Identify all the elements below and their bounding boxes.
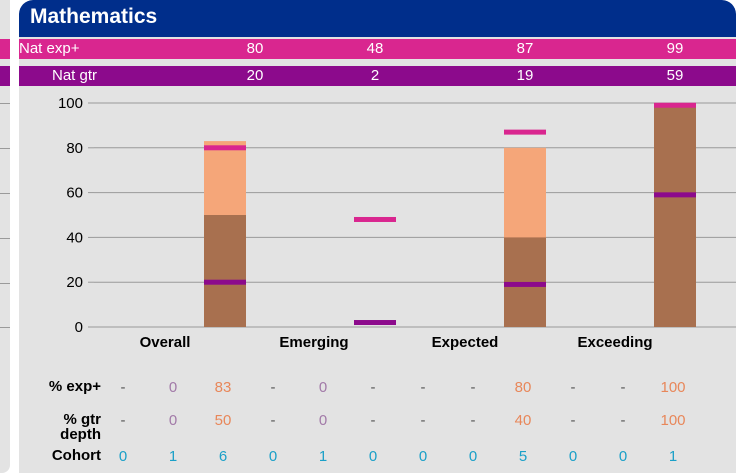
table-cell: 5 [518,448,528,465]
nat-exp-value-expected: 87 [516,40,534,57]
nat-exp-value-overall: 80 [246,40,264,57]
table-cell: 0 [618,448,628,465]
nat-gtr-row: Nat gtr 20 2 19 59 [19,66,736,86]
nat-gtr-value-expected: 19 [516,67,534,84]
y-tick-label: 60 [66,185,83,202]
nat-exp-label: Nat exp+ [19,40,80,57]
x-category-label: Exceeding [577,334,652,351]
table-cell: - [120,379,126,396]
table-cell: - [620,412,626,429]
x-category-label: Expected [432,334,499,351]
bar-gtr [654,103,696,327]
table-cell: 1 [318,448,328,465]
adjacent-gridline [0,148,10,149]
adjacent-nat-gtr-strip [0,66,10,86]
table-cell: 0 [318,412,328,429]
table-cell: - [120,412,126,429]
table-cell: - [370,412,376,429]
table-cell: 0 [268,448,278,465]
nat-exp-row: Nat exp+ 80 48 87 99 [19,39,736,59]
marker-nat-exp [654,102,696,108]
y-tick-label: 20 [66,274,83,291]
table-cell: - [470,379,476,396]
table-cell: - [570,379,576,396]
panel-title: Mathematics [30,5,158,28]
bar-gtr [204,215,246,327]
table-cell: 40 [514,412,532,429]
y-tick-label: 40 [66,229,83,246]
table-cell: 0 [368,448,378,465]
table-cell: 0 [418,448,428,465]
table-cell: 0 [168,379,178,396]
nat-gtr-value-exceeding: 59 [666,67,684,84]
table-cell: 80 [514,379,532,396]
adjacent-gridline [0,283,10,284]
table-cell: - [620,379,626,396]
nat-gtr-label: Nat gtr [52,67,98,84]
marker-nat-gtr [204,279,246,285]
table-cell: 83 [214,379,232,396]
table-cell: 0 [318,379,328,396]
marker-nat-gtr [654,192,696,198]
table-cell: 1 [668,448,678,465]
table-cell: 0 [118,448,128,465]
marker-nat-gtr [354,320,396,326]
row-label-gtr: % gtr depth [60,411,101,443]
table-cell: 0 [168,412,178,429]
x-category-label: Emerging [279,334,348,351]
table-cell: 6 [218,448,228,465]
panel-title-bar: Mathematics [19,0,736,37]
nat-gtr-value-overall: 20 [246,67,264,84]
table-cell: - [420,379,426,396]
y-tick-label: 100 [58,95,83,112]
table-cell: 100 [660,412,686,429]
adjacent-nat-exp-strip [0,39,10,59]
marker-nat-exp [504,129,546,135]
table-cell: 50 [214,412,232,429]
row-label-cohort: Cohort [51,447,101,464]
adjacent-gridline [0,103,10,104]
x-category-label: Overall [140,334,191,351]
adjacent-gridline [0,327,10,328]
row-label-exp: % exp+ [48,378,101,395]
table-cell: - [420,412,426,429]
y-tick-label: 0 [75,319,83,336]
y-tick-label: 80 [66,140,83,157]
table-cell: - [270,379,276,396]
nat-exp-value-emerging: 48 [366,40,384,57]
attainment-bar-chart: 0 20 40 60 80 100 Overall Emerging Expected Excee… [58,95,736,351]
table-cell: 1 [168,448,178,465]
adjacent-panel-edge [0,0,10,473]
marker-nat-gtr [504,281,546,287]
table-cell: 0 [468,448,478,465]
table-cell: 100 [660,379,686,396]
marker-nat-exp [204,145,246,151]
nat-gtr-value-emerging: 2 [370,67,380,84]
table-cell: - [370,379,376,396]
marker-nat-exp [354,216,396,222]
table-cell: - [470,412,476,429]
table-cell: - [570,412,576,429]
table-cell: 0 [568,448,578,465]
table-cell: - [270,412,276,429]
adjacent-gridline [0,193,10,194]
adjacent-gridline [0,238,10,239]
mathematics-panel: Mathematics Nat exp+ 80 48 87 99 Nat gtr… [19,0,736,473]
nat-exp-value-exceeding: 99 [666,40,684,57]
